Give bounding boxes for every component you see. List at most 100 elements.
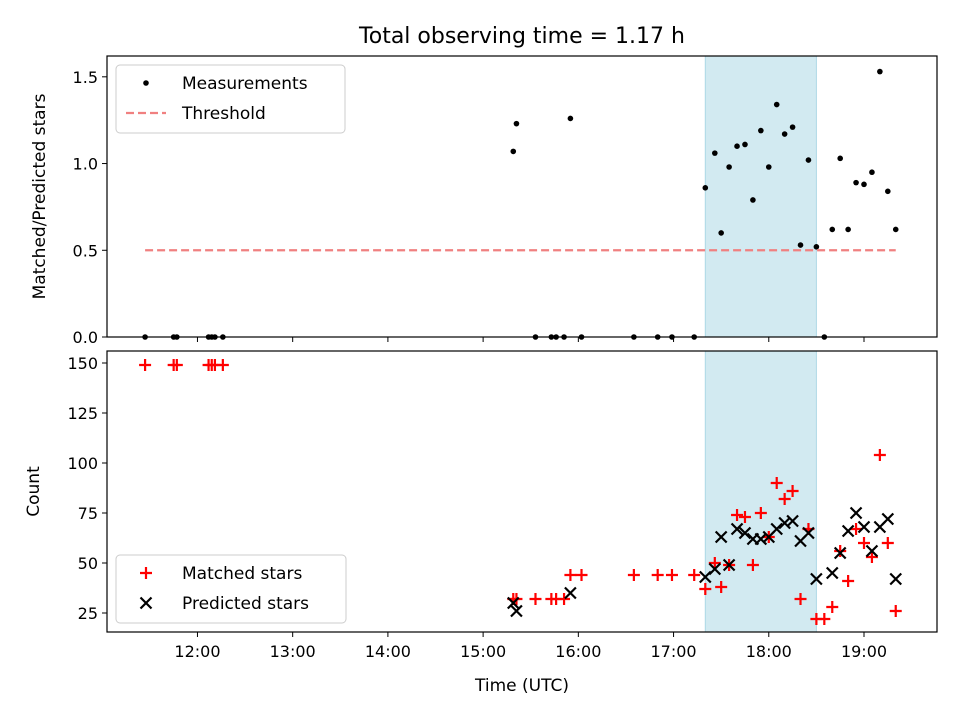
x-tick-label: 17:00 bbox=[651, 642, 697, 661]
x-tick-label: 15:00 bbox=[460, 642, 506, 661]
measurement-point bbox=[734, 143, 740, 149]
legend-box bbox=[115, 64, 346, 134]
matched-star-point bbox=[818, 613, 831, 625]
legend-matched-swatch bbox=[140, 567, 152, 579]
x-tick-label: 13:00 bbox=[270, 642, 316, 661]
y-tick-label: 1.5 bbox=[73, 68, 98, 87]
matched-star-point bbox=[627, 569, 640, 581]
predicted-star-point bbox=[865, 544, 879, 558]
measurement-point bbox=[726, 164, 732, 170]
predicted-star-point bbox=[564, 586, 577, 600]
x-tick-label: 14:00 bbox=[365, 642, 411, 661]
measurement-point bbox=[845, 226, 851, 233]
matched-star-point bbox=[708, 557, 721, 569]
predicted-star-point bbox=[708, 562, 722, 576]
measurement-point bbox=[829, 226, 836, 233]
predicted-star-point bbox=[770, 522, 783, 536]
measurement-point bbox=[718, 230, 724, 236]
chart-title: Total observing time = 1.17 h bbox=[358, 24, 685, 49]
y-tick-label: 100 bbox=[67, 454, 98, 473]
matched-star-point bbox=[746, 559, 759, 571]
predicted-star-point bbox=[738, 526, 752, 540]
matched-star-point bbox=[865, 551, 878, 563]
predicted-star-point bbox=[714, 530, 728, 544]
matched-star-point bbox=[558, 593, 571, 605]
measurement-point bbox=[773, 101, 780, 108]
matched-star-point bbox=[216, 359, 229, 371]
measurement-point bbox=[805, 157, 812, 163]
legend: Matched stars Predicted stars bbox=[115, 554, 347, 624]
measurement-point bbox=[513, 120, 520, 127]
predicted-star-point bbox=[849, 506, 863, 520]
legend-label: Matched stars bbox=[182, 564, 302, 584]
measurement-point bbox=[837, 155, 843, 162]
matched-star-point bbox=[850, 523, 863, 535]
y-tick-label: 1.0 bbox=[73, 155, 98, 174]
matched-star-point bbox=[881, 537, 894, 549]
x-axis-label: Time (UTC) bbox=[474, 676, 569, 696]
y-tick-label: 150 bbox=[67, 354, 98, 373]
legend: Measurements Threshold bbox=[115, 64, 346, 134]
matched-star-point bbox=[786, 485, 799, 497]
y-tick-label: 75 bbox=[78, 504, 98, 523]
measurement-point bbox=[892, 226, 899, 233]
predicted-star-point bbox=[802, 526, 815, 540]
measurement-point bbox=[861, 181, 867, 188]
matched-star-point bbox=[139, 359, 152, 371]
measurement-point bbox=[869, 169, 875, 176]
predicted-star-point bbox=[510, 604, 523, 618]
matched-star-point bbox=[665, 569, 678, 581]
matched-star-point bbox=[564, 569, 577, 581]
x-tick-label: 12:00 bbox=[174, 642, 220, 661]
y-tick-label: 125 bbox=[67, 404, 98, 423]
measurement-point bbox=[885, 188, 891, 195]
matched-star-point bbox=[575, 569, 588, 581]
measurement-point bbox=[853, 179, 859, 186]
y-axis-label: Matched/Predicted stars bbox=[30, 93, 50, 299]
matched-star-point bbox=[529, 593, 542, 605]
bottom-panel: 25 50 75 100 125 150 12:00 13:00 14:00 15:00 16:00… bbox=[24, 350, 938, 661]
predicted-star-point bbox=[786, 514, 799, 528]
x-tick-label: 18:00 bbox=[746, 642, 792, 661]
legend-predicted-swatch bbox=[139, 596, 153, 610]
measurement-point bbox=[781, 131, 788, 137]
matched-star-point bbox=[738, 511, 751, 523]
matched-star-point bbox=[778, 493, 791, 505]
measurement-point bbox=[567, 115, 574, 122]
legend-label: Threshold bbox=[181, 104, 266, 124]
axes-frame bbox=[106, 350, 938, 633]
predicted-star-point bbox=[506, 596, 520, 610]
matched-star-point bbox=[794, 593, 807, 605]
measurement-point bbox=[712, 150, 718, 156]
matched-star-point bbox=[842, 575, 855, 587]
predicted-star-point bbox=[730, 522, 744, 536]
predicted-star-point bbox=[881, 512, 895, 526]
predicted-star-point bbox=[825, 566, 839, 580]
measurement-point bbox=[765, 164, 772, 170]
legend-measurement-swatch bbox=[143, 80, 149, 86]
matched-star-point bbox=[873, 449, 886, 461]
matched-star-point bbox=[857, 537, 870, 549]
matched-star-point bbox=[651, 569, 664, 581]
measurement-point bbox=[510, 148, 517, 155]
predicted-star-point bbox=[833, 546, 847, 560]
predicted-star-point bbox=[857, 520, 871, 534]
measurement-point bbox=[797, 242, 804, 248]
predicted-star-point bbox=[810, 572, 823, 586]
axes-frame bbox=[106, 55, 938, 338]
measurement-point bbox=[758, 127, 764, 134]
y-tick-label: 0.0 bbox=[73, 328, 98, 347]
measurement-point bbox=[877, 68, 883, 75]
predicted-star-point bbox=[841, 524, 855, 538]
x-tick-label: 16:00 bbox=[555, 642, 601, 661]
legend-box bbox=[115, 554, 347, 624]
measurement-point bbox=[750, 197, 756, 203]
y-tick-label: 50 bbox=[78, 554, 98, 573]
legend-label: Measurements bbox=[182, 74, 308, 94]
shaded-span bbox=[704, 55, 817, 338]
top-panel: 0.0 0.5 1.0 1.5 Matched/Predicted stars Measu… bbox=[30, 55, 938, 347]
y-tick-label: 0.5 bbox=[73, 241, 98, 260]
matched-star-point bbox=[731, 509, 744, 521]
y-axis-label: Count bbox=[24, 466, 44, 517]
